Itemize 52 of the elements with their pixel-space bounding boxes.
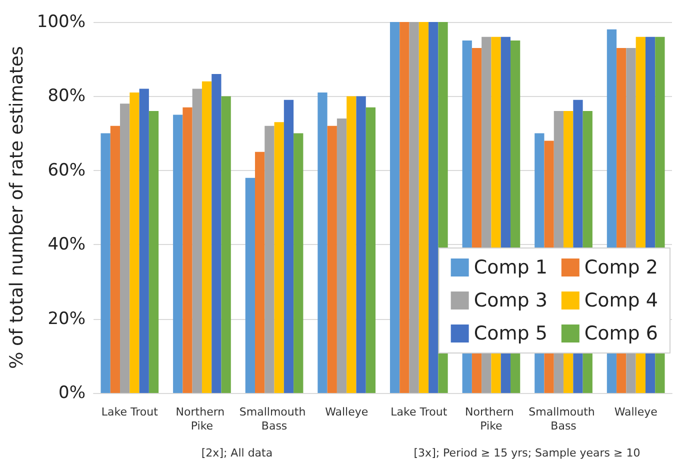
bar [139, 88, 149, 393]
y-tick-label: 20% [48, 308, 86, 329]
bar [327, 126, 337, 393]
bar [284, 100, 294, 393]
bar [264, 126, 274, 393]
legend-label: Comp 3 [474, 290, 548, 312]
y-tick-label: 40% [48, 234, 86, 255]
bar [366, 107, 376, 393]
y-axis-title: % of total number of rate estimates [6, 46, 28, 369]
bar [245, 178, 255, 393]
bar [418, 22, 429, 393]
bar [148, 111, 159, 393]
x-tick-label: Walleye [614, 406, 658, 418]
x-tick-label: Northern Pike [176, 406, 228, 432]
bar [400, 22, 410, 393]
bar [100, 133, 110, 393]
bar [356, 96, 366, 393]
y-tick-label: 60% [48, 160, 86, 180]
x-tick-label: Northern Pike [465, 406, 518, 432]
bar [274, 122, 284, 393]
legend-label: Comp 6 [584, 322, 658, 344]
text: [2x]; All data [201, 446, 273, 460]
bar [130, 92, 140, 393]
bar [192, 88, 202, 393]
legend-label: Comp 1 [474, 256, 548, 278]
bar [212, 74, 222, 393]
x-tick-label: Walleye [325, 406, 368, 418]
bar [318, 92, 328, 393]
legend-label: Comp 4 [584, 290, 658, 312]
x-tick-label: Smallmouth Bass [239, 406, 310, 432]
bar [173, 114, 183, 393]
bar [409, 22, 419, 393]
bar [182, 107, 192, 393]
bar [390, 22, 400, 393]
legend-label: Comp 2 [584, 256, 658, 278]
x-tick-label: Smallmouth Bass [528, 406, 598, 432]
bar [336, 118, 347, 393]
text: [3x]; Period ≥ 15 yrs; Sample years ≥ 10 [414, 446, 640, 460]
bar [202, 81, 212, 393]
legend-label: Comp 5 [474, 322, 548, 344]
bar [110, 126, 120, 393]
x-tick-label: Lake Trout [390, 406, 448, 418]
bar [120, 104, 130, 393]
bar [294, 133, 304, 393]
bar [428, 22, 438, 393]
bar [346, 96, 356, 393]
bar [255, 152, 265, 393]
y-tick-label: 80% [48, 86, 86, 106]
y-tick-label: 100% [36, 12, 86, 32]
bar [221, 96, 231, 393]
y-tick-label: 0% [58, 383, 86, 403]
x-tick-label: Lake Trout [101, 406, 159, 418]
